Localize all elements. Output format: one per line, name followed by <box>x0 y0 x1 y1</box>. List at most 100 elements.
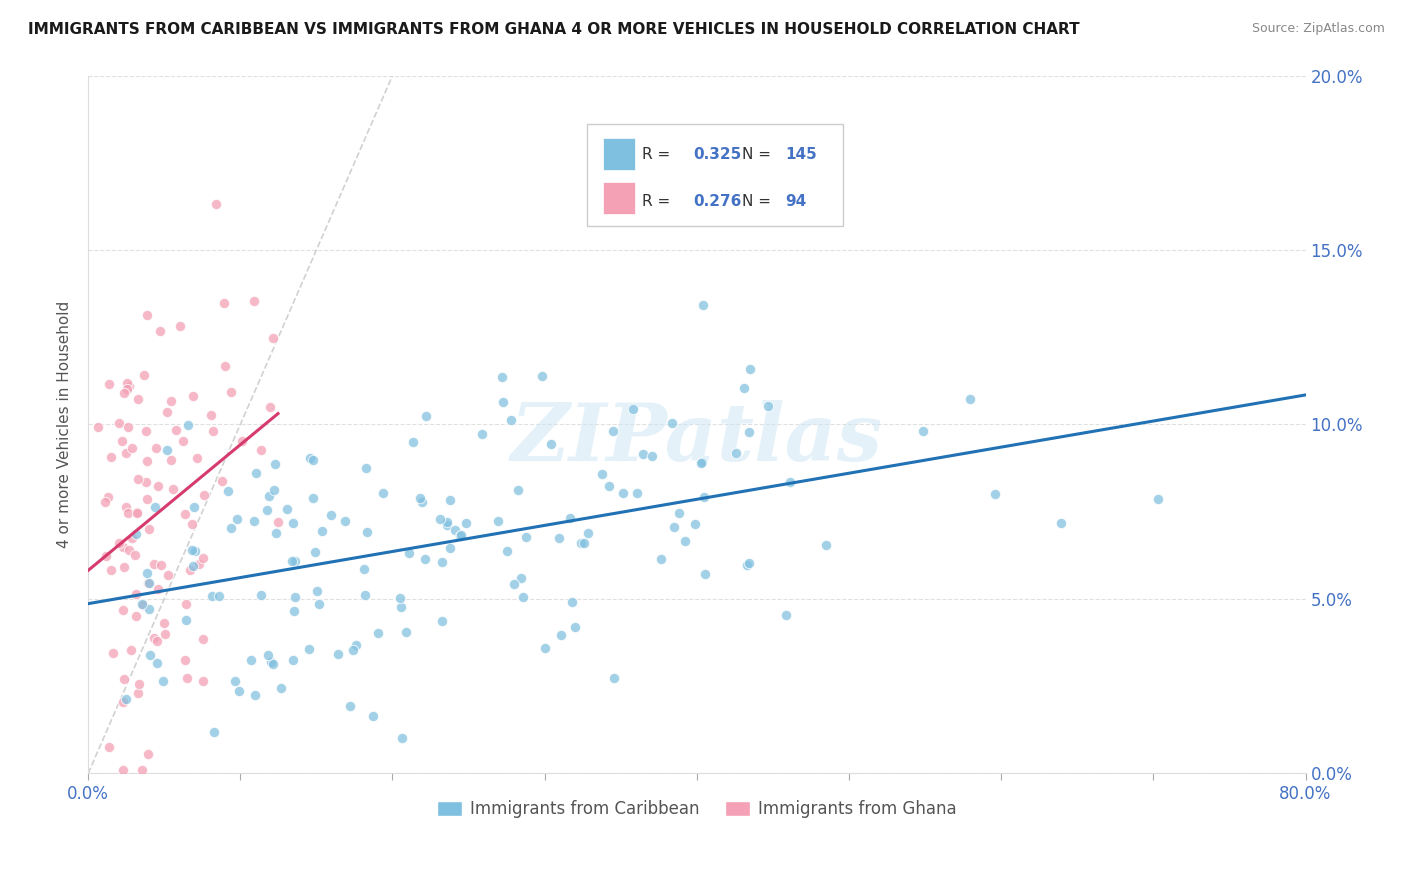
Point <box>94 549 117 564</box>
Point <box>683 516 706 531</box>
Point <box>174 613 197 627</box>
Point <box>115 445 138 459</box>
Point <box>208 590 231 604</box>
Point <box>510 571 533 585</box>
Point <box>211 474 233 488</box>
Point <box>174 507 197 521</box>
Point <box>735 558 758 572</box>
Point <box>181 517 204 532</box>
Point <box>415 552 437 566</box>
Point <box>398 546 420 560</box>
Point <box>184 544 207 558</box>
Point <box>121 531 143 545</box>
Point <box>471 426 494 441</box>
Point <box>389 591 412 606</box>
Point <box>912 424 935 438</box>
Point <box>191 551 214 566</box>
Point <box>186 451 208 466</box>
Legend: Immigrants from Caribbean, Immigrants from Ghana: Immigrants from Caribbean, Immigrants fr… <box>430 793 963 824</box>
Point <box>603 671 626 685</box>
Point <box>503 577 526 591</box>
Point <box>779 475 801 489</box>
Text: N =: N = <box>742 147 770 161</box>
Point <box>436 515 458 529</box>
Point <box>756 400 779 414</box>
Point <box>264 457 287 471</box>
Point <box>138 576 160 591</box>
Point <box>564 620 586 634</box>
Point <box>775 608 797 623</box>
Point <box>187 557 209 571</box>
Point <box>695 566 717 581</box>
Point <box>120 643 142 657</box>
Point <box>193 488 215 502</box>
Text: IMMIGRANTS FROM CARIBBEAN VS IMMIGRANTS FROM GHANA 4 OR MORE VEHICLES IN HOUSEHO: IMMIGRANTS FROM CARIBBEAN VS IMMIGRANTS … <box>28 22 1080 37</box>
Text: R =: R = <box>643 147 671 161</box>
Point <box>301 491 323 505</box>
Point <box>239 652 262 666</box>
Point <box>249 588 271 602</box>
Point <box>499 413 522 427</box>
Point <box>111 434 134 449</box>
Point <box>121 441 143 455</box>
Point <box>281 516 304 531</box>
Point <box>495 543 517 558</box>
Y-axis label: 4 or more Vehicles in Household: 4 or more Vehicles in Household <box>58 301 72 548</box>
Point <box>1049 516 1071 530</box>
Point <box>181 543 204 558</box>
Point <box>550 628 572 642</box>
Point <box>299 450 322 465</box>
Point <box>115 500 138 514</box>
Point <box>540 437 562 451</box>
Point <box>344 638 367 652</box>
Point <box>124 548 146 562</box>
Point <box>181 559 204 574</box>
Point <box>127 686 149 700</box>
Point <box>136 566 159 580</box>
Point <box>534 640 557 655</box>
Point <box>112 560 135 574</box>
Point <box>145 500 167 515</box>
Point <box>135 424 157 438</box>
Point <box>112 763 135 777</box>
Point <box>228 683 250 698</box>
Point <box>152 674 174 689</box>
Point <box>131 598 153 612</box>
Point <box>149 558 172 573</box>
Point <box>146 582 169 597</box>
Point <box>353 562 375 576</box>
Point <box>156 443 179 458</box>
Point <box>249 443 271 458</box>
Point <box>118 379 141 393</box>
Point <box>391 600 413 615</box>
Point <box>205 197 228 211</box>
Point <box>94 495 117 509</box>
Point <box>304 544 326 558</box>
Point <box>373 486 395 500</box>
Point <box>156 405 179 419</box>
Point <box>612 486 634 500</box>
Point <box>115 382 138 396</box>
Point <box>449 529 471 543</box>
Point <box>276 502 298 516</box>
FancyBboxPatch shape <box>603 182 634 214</box>
Point <box>439 541 461 555</box>
Point <box>626 486 648 500</box>
Point <box>263 483 285 498</box>
Point <box>439 492 461 507</box>
Point <box>143 557 166 571</box>
Point <box>138 522 160 536</box>
Point <box>298 642 321 657</box>
Point <box>692 298 714 312</box>
Point <box>115 691 138 706</box>
Point <box>339 699 361 714</box>
Point <box>561 595 583 609</box>
Point <box>98 739 121 754</box>
Point <box>135 454 157 468</box>
Point <box>430 614 453 628</box>
Point <box>124 609 146 624</box>
Point <box>127 472 149 486</box>
FancyBboxPatch shape <box>588 124 844 226</box>
Point <box>219 521 242 535</box>
Point <box>491 395 513 409</box>
